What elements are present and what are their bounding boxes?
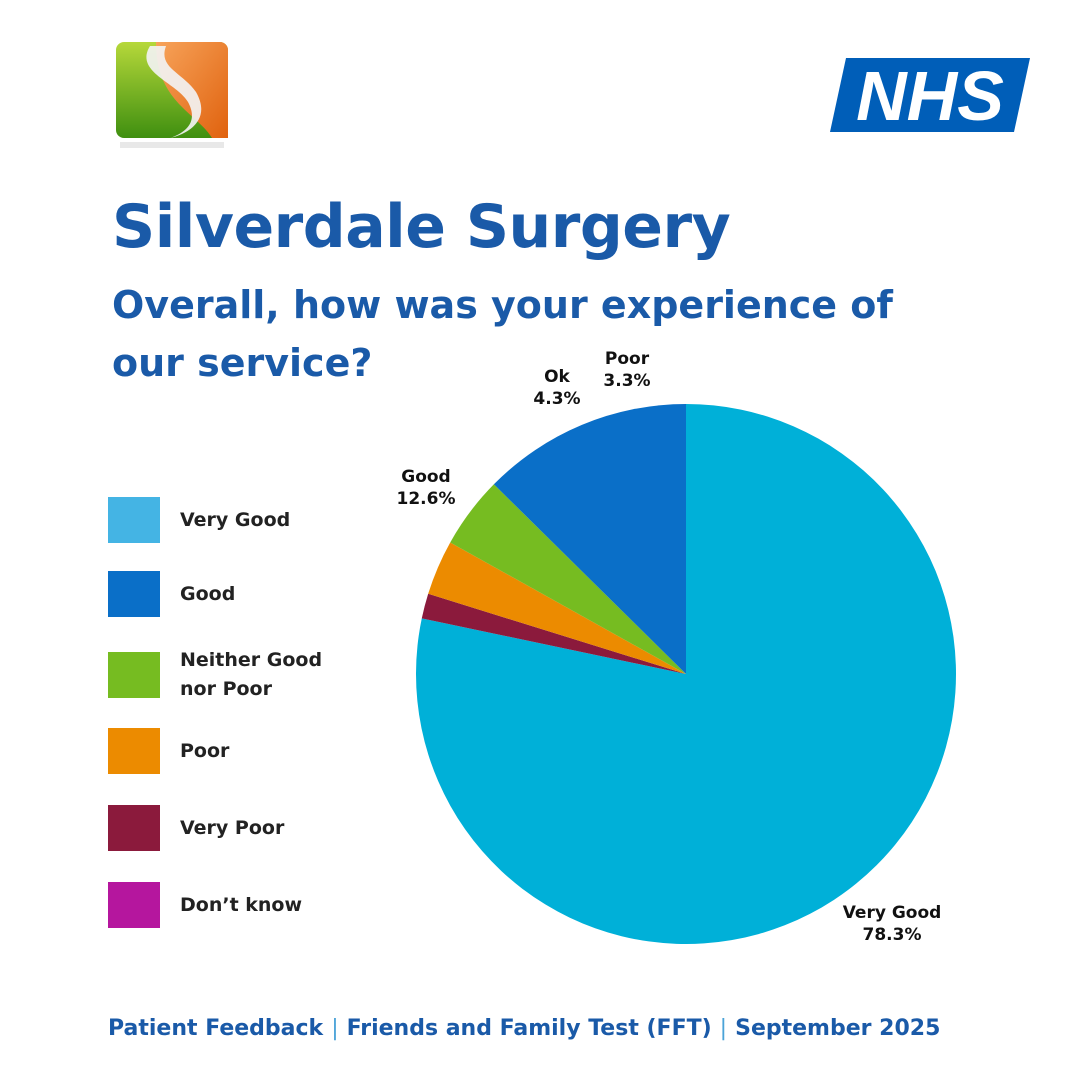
footer-date: September 2025 (735, 1016, 941, 1041)
practice-logo (116, 42, 228, 148)
footer-patient-feedback: Patient Feedback (108, 1016, 324, 1041)
slice-label-very-good: Very Good 78.3% (843, 903, 942, 945)
footer-fft: Friends and Family Test (FFT) (346, 1016, 712, 1041)
footer-separator: | (331, 1016, 339, 1041)
nhs-logo-text: NHS (856, 58, 1004, 132)
pie-slice-very-poor (421, 593, 686, 674)
slice-label-good: Good 12.6% (397, 467, 456, 509)
footer: Patient Feedback | Friends and Family Test… (108, 1016, 940, 1041)
slice-label-ok: Ok 4.3% (533, 367, 580, 409)
pie-slice-good (493, 404, 686, 674)
page-title: Silverdale Surgery (112, 192, 731, 262)
survey-question: Overall, how was your experience of our … (112, 283, 893, 385)
footer-separator: | (719, 1016, 728, 1041)
pie-slice-ok (450, 484, 686, 674)
slice-label-poor: Poor 3.3% (603, 349, 650, 391)
pie-slice-poor (428, 542, 686, 674)
nhs-logo: NHS (830, 58, 1030, 132)
